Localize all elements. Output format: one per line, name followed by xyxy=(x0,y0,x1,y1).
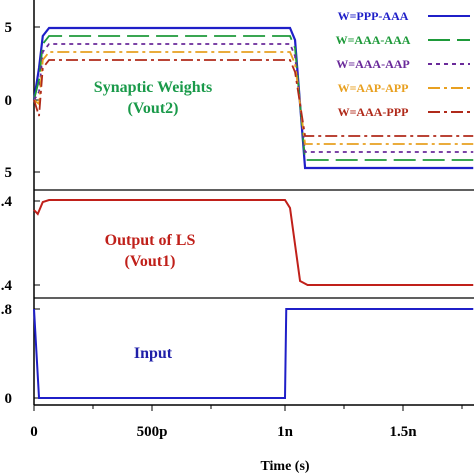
weights-ytick-mid: 0 xyxy=(5,93,13,109)
legend-label-3: W=AAA-AAP xyxy=(336,57,410,71)
input-line xyxy=(33,308,474,399)
legend-label-5: W=AAA-PPP xyxy=(338,105,409,119)
input-annotation: Input xyxy=(134,345,173,362)
legend-label-2: W=AAA-AAA xyxy=(336,33,411,47)
xtick-1n: 1n xyxy=(277,424,294,440)
weights-annotation-line1: Synaptic Weights xyxy=(94,79,212,96)
panel-output-frame xyxy=(33,190,474,299)
input-series-group xyxy=(33,308,474,399)
weights-line-1 xyxy=(32,26,474,170)
output-ytick-bottom: .4 xyxy=(1,278,13,294)
x-axis-label: Time (s) xyxy=(260,459,309,474)
legend-label-1: W=PPP-AAA xyxy=(338,9,409,23)
xtick-1-5n: 1.5n xyxy=(389,424,417,440)
weights-series-group xyxy=(32,26,474,170)
weights-line-3 xyxy=(33,43,474,153)
input-ytick-bottom: 0 xyxy=(5,391,13,407)
output-annotation-line2: (Vout1) xyxy=(125,253,176,270)
xtick-0: 0 xyxy=(30,424,38,440)
legend-label-4: W=AAP-APP xyxy=(338,81,409,95)
input-ytick-top: .8 xyxy=(1,302,12,318)
x-axis: 0 500p 1n 1.5n Time (s) xyxy=(30,405,463,474)
output-line xyxy=(33,199,474,286)
output-annotation-line1: Output of LS xyxy=(105,232,196,249)
panel-input-frame xyxy=(33,298,474,406)
weights-line-2 xyxy=(33,35,474,161)
weights-annotation-line2: (Vout2) xyxy=(128,100,179,117)
output-y-ticks: .4 .4 xyxy=(1,194,40,294)
weights-ytick-bottom: 5 xyxy=(5,165,13,181)
output-ytick-top: .4 xyxy=(1,194,13,210)
legend: W=PPP-AAA W=AAA-AAA W=AAA-AAP W=AAP-APP W=AA… xyxy=(336,9,470,119)
weights-line-5 xyxy=(33,59,474,137)
output-series-group xyxy=(33,199,474,286)
weights-ytick-top: 5 xyxy=(5,20,13,36)
xtick-500p: 500p xyxy=(137,424,168,440)
